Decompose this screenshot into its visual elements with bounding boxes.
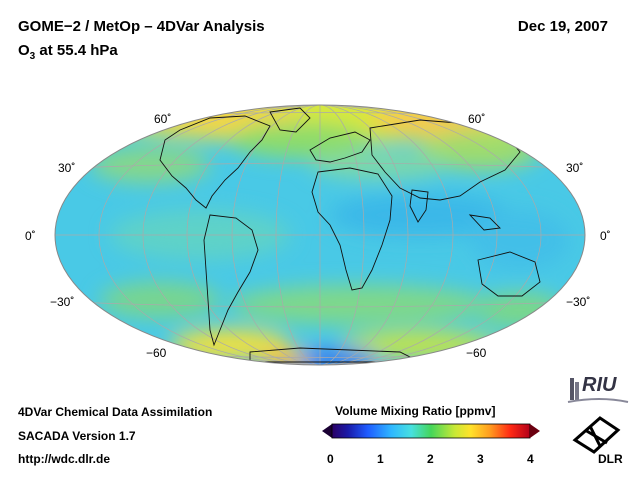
colorbar-max-arrow — [530, 424, 540, 438]
footer-url[interactable]: http://wdc.dlr.de — [18, 452, 110, 466]
subtitle-rest: at 55.4 hPa — [35, 42, 118, 59]
lat-label-left: 30˚ — [58, 161, 75, 175]
riu-logo — [567, 378, 629, 403]
riu-logo-text: RIU — [582, 374, 617, 396]
colorbar-min-arrow — [322, 424, 332, 438]
colorbar-tick: 3 — [477, 452, 484, 466]
map-border — [54, 104, 586, 366]
colorbar-gradient — [331, 423, 531, 439]
footer-line1: 4DVar Chemical Data Assimilation — [18, 405, 213, 419]
colorbar-tick: 2 — [427, 452, 434, 466]
colorbar-tick: 4 — [527, 452, 534, 466]
map-subtitle: O3 at 55.4 hPa — [18, 42, 118, 62]
colorbar-tick: 1 — [377, 452, 384, 466]
analysis-date: Dec 19, 2007 — [517, 18, 608, 35]
map-title: GOME−2 / MetOp – 4DVar Analysis — [18, 18, 265, 35]
dlr-logo-text: DLR — [598, 452, 623, 466]
subtitle-prefix: O — [18, 42, 30, 59]
colorbar-tick: 0 — [327, 452, 334, 466]
lat-label-left: −60 — [146, 346, 167, 360]
lat-label-left: 0˚ — [25, 229, 36, 243]
lat-label-right: 0˚ — [600, 229, 611, 243]
colorbar-title: Volume Mixing Ratio [ppmv] — [335, 404, 496, 418]
lat-label-right: 60˚ — [468, 112, 485, 126]
colorbar — [322, 423, 540, 439]
lat-label-right: −60 — [466, 346, 487, 360]
lat-label-right: −30˚ — [566, 295, 590, 309]
footer-line2: SACADA Version 1.7 — [18, 429, 136, 443]
subtitle-subscript: 3 — [29, 51, 36, 62]
lat-label-left: 60˚ — [154, 112, 171, 126]
dlr-logo — [572, 416, 621, 454]
latitude-labels: 60˚ 30˚ 0˚ −30˚ −60 60˚ 30˚ 0˚ −30˚ −60 — [25, 112, 611, 360]
lat-label-left: −30˚ — [50, 295, 74, 309]
lat-label-right: 30˚ — [566, 161, 583, 175]
